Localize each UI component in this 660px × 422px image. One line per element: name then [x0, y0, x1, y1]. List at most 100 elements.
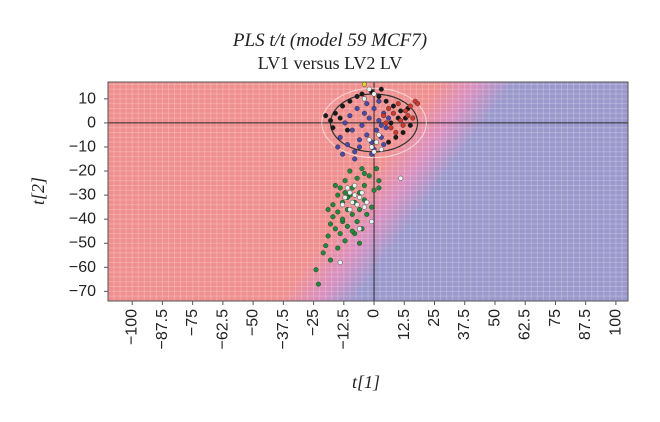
data-point-4: [369, 219, 375, 225]
data-point-2: [378, 86, 384, 92]
data-point-2: [340, 103, 346, 109]
x-tick-label: −25: [305, 309, 322, 336]
x-tick-label: 100: [607, 309, 624, 336]
chart-title: PLS t/t (model 59 MCF7): [232, 30, 428, 51]
x-tick-label: −87.5: [154, 309, 171, 350]
data-point-2: [323, 113, 329, 119]
y-tick-label: −50: [69, 235, 96, 252]
data-point-2: [383, 98, 389, 104]
data-point-4: [357, 195, 363, 201]
data-point-1: [383, 125, 389, 131]
data-point-2: [337, 115, 343, 121]
data-point-3: [405, 113, 411, 119]
data-point-0: [349, 211, 355, 217]
data-point-0: [344, 223, 350, 229]
data-point-1: [381, 142, 387, 148]
data-point-2: [388, 120, 394, 126]
data-point-4: [354, 202, 360, 208]
data-point-2: [386, 139, 392, 145]
data-point-0: [332, 226, 338, 232]
data-point-1: [342, 120, 348, 126]
y-tick-label: −40: [69, 211, 96, 228]
data-point-4: [357, 226, 363, 232]
data-point-1: [376, 98, 382, 104]
data-point-4: [342, 195, 348, 201]
data-point-4: [376, 132, 382, 138]
data-point-0: [323, 243, 329, 249]
y-axis-label: t[2]: [28, 177, 48, 205]
data-point-0: [342, 178, 348, 184]
data-point-2: [400, 130, 406, 136]
data-point-2: [328, 118, 334, 124]
data-point-1: [386, 115, 392, 121]
data-point-0: [359, 166, 365, 172]
data-point-0: [342, 238, 348, 244]
outer-ellipse: [321, 87, 427, 159]
x-tick-label: −62.5: [214, 309, 231, 350]
data-point-4: [369, 144, 375, 150]
data-point-0: [347, 168, 353, 174]
data-point-0: [315, 281, 321, 287]
data-point-4: [366, 86, 372, 92]
data-point-2: [359, 91, 365, 97]
data-point-0: [325, 233, 331, 239]
data-point-4: [352, 182, 358, 188]
data-point-4: [349, 199, 355, 205]
data-point-2: [407, 122, 413, 128]
data-point-3: [383, 120, 389, 126]
data-point-2: [354, 93, 360, 99]
data-point-4: [398, 175, 404, 181]
data-point-3: [402, 108, 408, 114]
y-tick-label: −70: [69, 283, 96, 300]
x-tick-label: 0: [366, 309, 383, 318]
data-point-0: [369, 204, 375, 210]
data-point-1: [378, 122, 384, 128]
data-point-0: [371, 187, 377, 193]
data-point-2: [332, 110, 338, 116]
data-point-1: [344, 142, 350, 148]
data-point-0: [337, 231, 343, 237]
data-point-2: [390, 103, 396, 109]
data-point-0: [354, 219, 360, 225]
data-point-0: [325, 207, 331, 213]
data-point-0: [335, 245, 341, 251]
data-point-1: [354, 105, 360, 111]
data-point-3: [390, 110, 396, 116]
data-point-0: [376, 178, 382, 184]
data-point-0: [332, 182, 338, 188]
data-point-5: [361, 82, 367, 87]
data-point-4: [347, 190, 353, 196]
data-point-0: [335, 209, 341, 215]
data-point-3: [395, 101, 401, 107]
y-tick-label: −60: [69, 259, 96, 276]
data-point-1: [357, 137, 363, 143]
data-point-1: [361, 110, 367, 116]
y-tick-label: −10: [69, 138, 96, 155]
data-point-4: [371, 91, 377, 97]
data-point-2: [393, 134, 399, 140]
data-point-0: [320, 250, 326, 256]
data-point-0: [335, 192, 341, 198]
y-tick-label: −20: [69, 163, 96, 180]
data-point-1: [364, 101, 370, 107]
data-point-4: [347, 207, 353, 213]
data-point-0: [357, 240, 363, 246]
data-point-0: [337, 185, 343, 191]
data-point-4: [361, 96, 367, 102]
data-point-0: [357, 207, 363, 213]
data-point-2: [344, 127, 350, 133]
data-point-1: [366, 115, 372, 121]
y-tick-label: 10: [78, 90, 96, 107]
data-point-0: [340, 216, 346, 222]
data-point-1: [357, 144, 363, 150]
x-tick-label: −37.5: [275, 309, 292, 350]
data-point-3: [407, 103, 413, 109]
data-point-4: [364, 199, 370, 205]
data-point-0: [342, 190, 348, 196]
data-point-4: [373, 139, 379, 145]
data-point-0: [361, 170, 367, 176]
data-point-1: [335, 144, 341, 150]
data-point-3: [386, 105, 392, 111]
data-point-3: [388, 125, 394, 131]
